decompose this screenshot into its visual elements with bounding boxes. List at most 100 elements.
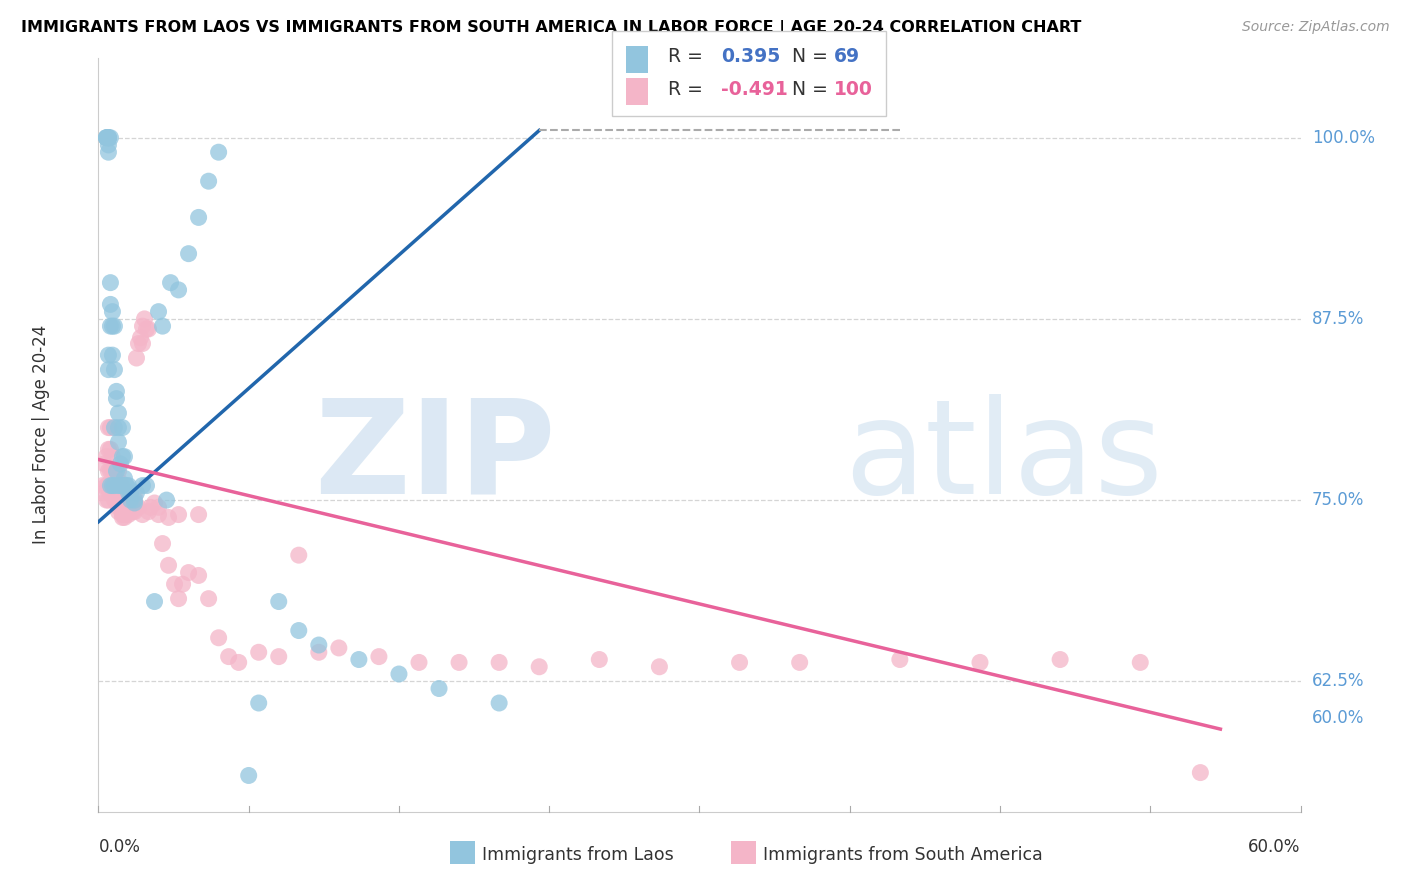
Point (96, 450, 118, 464)
Point (135, 322, 157, 336)
Point (103, 319, 125, 334)
Point (529, 660, 551, 674)
Point (134, 311, 156, 326)
Point (1189, 765, 1212, 780)
Text: IMMIGRANTS FROM LAOS VS IMMIGRANTS FROM SOUTH AMERICA IN LABOR FORCE | AGE 20-24: IMMIGRANTS FROM LAOS VS IMMIGRANTS FROM … (21, 20, 1081, 36)
Point (143, 496, 166, 510)
Point (93, 485, 115, 500)
Point (91, 478, 114, 492)
Point (488, 656, 510, 670)
Point (96, 478, 118, 492)
Point (101, 348, 124, 362)
Point (107, 500, 129, 515)
Point (93, 457, 115, 471)
Point (148, 508, 170, 522)
Text: Immigrants from Laos: Immigrants from Laos (482, 846, 673, 863)
Point (96, 130, 118, 145)
Point (96, 130, 118, 145)
Point (96, 130, 118, 145)
Point (105, 392, 128, 406)
Point (148, 500, 170, 515)
Point (107, 505, 129, 519)
Text: R =: R = (668, 80, 709, 99)
Point (157, 510, 180, 524)
Point (115, 505, 138, 519)
Point (103, 490, 125, 504)
Point (105, 464, 128, 478)
Point (167, 283, 190, 297)
Point (172, 577, 194, 591)
Point (125, 485, 148, 500)
Point (177, 566, 200, 580)
Point (163, 577, 186, 591)
Point (969, 656, 991, 670)
Point (124, 496, 146, 510)
Point (128, 500, 150, 515)
Point (1129, 656, 1152, 670)
Point (247, 645, 270, 659)
Point (124, 505, 146, 519)
Point (100, 319, 122, 334)
Point (208, 631, 231, 645)
Point (124, 493, 146, 508)
Point (97, 130, 120, 145)
Point (408, 656, 430, 670)
Point (117, 478, 139, 492)
Point (124, 490, 146, 504)
Point (125, 351, 148, 365)
Point (100, 464, 122, 478)
Point (107, 478, 129, 492)
Point (100, 276, 122, 290)
Point (135, 478, 157, 492)
Point (103, 478, 125, 492)
Point (111, 510, 134, 524)
Point (97, 478, 120, 492)
Point (131, 508, 153, 522)
Point (103, 493, 125, 508)
Point (101, 485, 124, 500)
Point (157, 558, 180, 573)
Text: ZIP: ZIP (314, 394, 555, 521)
Point (111, 478, 134, 492)
Text: -0.491: -0.491 (721, 80, 787, 99)
Point (328, 640, 350, 655)
Point (101, 450, 124, 464)
Text: 60.0%: 60.0% (1312, 708, 1364, 726)
Point (110, 485, 132, 500)
Point (100, 442, 122, 457)
Point (488, 696, 510, 710)
Point (97, 362, 120, 376)
Point (101, 478, 124, 492)
Text: N =: N = (780, 80, 834, 99)
Point (789, 656, 811, 670)
Point (114, 508, 136, 522)
Point (105, 485, 128, 500)
Point (100, 297, 122, 311)
Point (120, 485, 142, 500)
Point (114, 478, 136, 492)
Point (120, 493, 142, 508)
Point (238, 768, 260, 782)
Point (288, 624, 311, 638)
Point (114, 510, 136, 524)
Point (97, 137, 120, 152)
Point (218, 649, 240, 664)
Point (187, 568, 209, 582)
Text: atlas: atlas (844, 394, 1163, 521)
Point (105, 384, 128, 399)
Text: 100: 100 (834, 80, 873, 99)
Text: Source: ZipAtlas.com: Source: ZipAtlas.com (1241, 20, 1389, 34)
Point (120, 485, 142, 500)
Point (105, 493, 128, 508)
Point (288, 548, 311, 562)
Text: In Labor Force | Age 20-24: In Labor Force | Age 20-24 (32, 326, 49, 544)
Text: Immigrants from South America: Immigrants from South America (763, 846, 1043, 863)
Point (588, 652, 610, 666)
Text: N =: N = (780, 47, 834, 66)
Point (97, 145, 120, 160)
Point (115, 505, 138, 519)
Text: 75.0%: 75.0% (1312, 491, 1364, 509)
Point (728, 656, 751, 670)
Point (167, 508, 190, 522)
Point (110, 457, 132, 471)
